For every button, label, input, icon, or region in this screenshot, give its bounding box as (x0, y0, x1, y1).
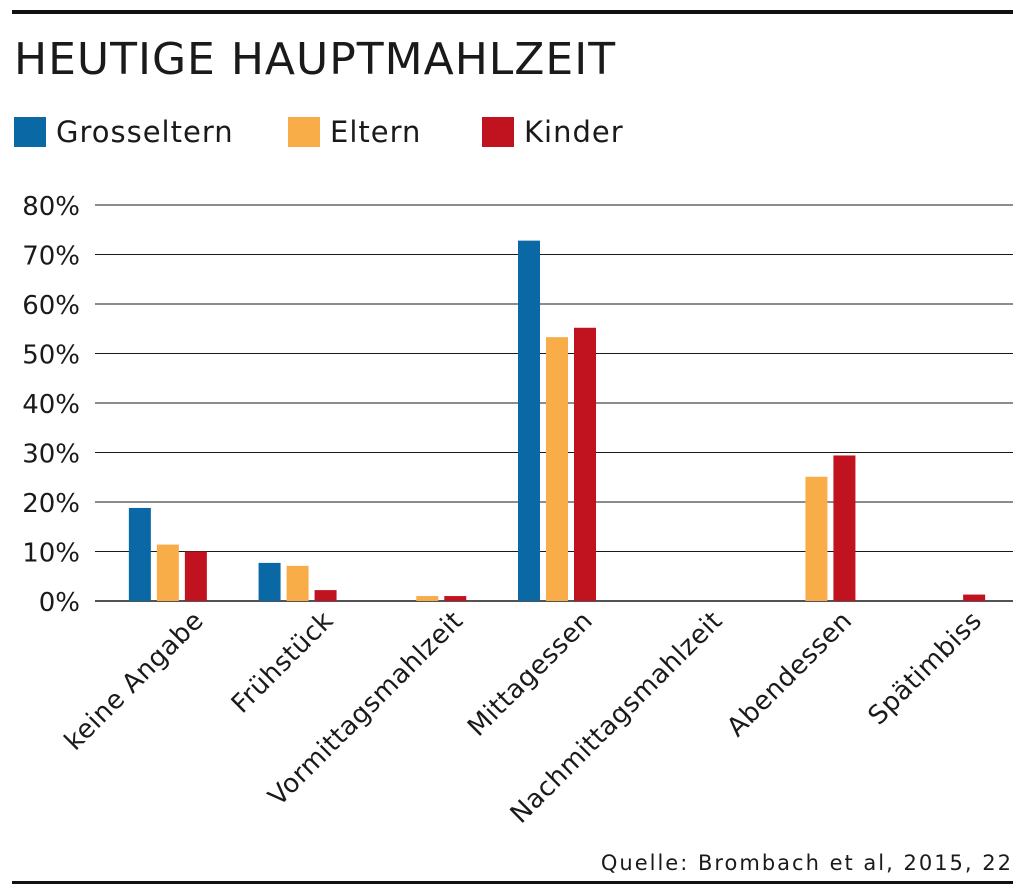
top-rule (12, 10, 1013, 14)
x-category-label: Nachmittagsmahlzeit (505, 606, 729, 830)
bar-kinder-6 (963, 594, 986, 601)
legend-swatch-kinder (482, 117, 514, 147)
x-category-label: keine Angabe (59, 606, 210, 757)
bar-kinder-5 (833, 455, 856, 601)
bar-eltern-1 (286, 565, 309, 601)
y-tick-label: 70% (22, 242, 80, 272)
chart-title: HEUTIGE HAUPTMAHLZEIT (14, 34, 617, 85)
source-note: Quelle: Brombach et al, 2015, 22 (600, 851, 1013, 875)
legend-label-eltern: Eltern (330, 115, 422, 149)
y-tick-label: 50% (22, 341, 80, 371)
bar-kinder-1 (314, 590, 337, 601)
bar-kinder-3 (574, 327, 596, 601)
bar-eltern-0 (156, 544, 179, 601)
x-category-label: Frühstück (226, 606, 340, 720)
bar-eltern-2 (416, 596, 439, 601)
y-tick-label: 10% (22, 539, 80, 569)
legend-label-kinder: Kinder (524, 115, 624, 149)
y-tick-label: 20% (22, 489, 80, 519)
bar-grosseltern-0 (128, 507, 151, 601)
x-category-label: Spätimbiss (863, 606, 989, 732)
y-tick-label: 40% (22, 390, 80, 420)
x-category-label: Abendessen (721, 606, 858, 743)
legend-swatch-grosseltern (14, 117, 46, 147)
bar-eltern-3 (546, 337, 568, 601)
bar-kinder-2 (444, 596, 467, 601)
legend-label-grosseltern: Grosseltern (56, 115, 234, 149)
legend-swatch-eltern (288, 117, 320, 147)
bar-grosseltern-3 (518, 240, 540, 601)
bar-kinder-0 (184, 551, 207, 601)
y-tick-label: 60% (22, 291, 80, 321)
y-tick-label: 30% (22, 440, 80, 470)
bar-eltern-5 (805, 476, 828, 601)
bottom-rule (12, 881, 1013, 884)
x-category-label: Mittagessen (462, 606, 599, 743)
bar-grosseltern-1 (258, 562, 281, 601)
y-tick-label: 80% (22, 192, 80, 222)
y-tick-label: 0% (39, 588, 80, 618)
